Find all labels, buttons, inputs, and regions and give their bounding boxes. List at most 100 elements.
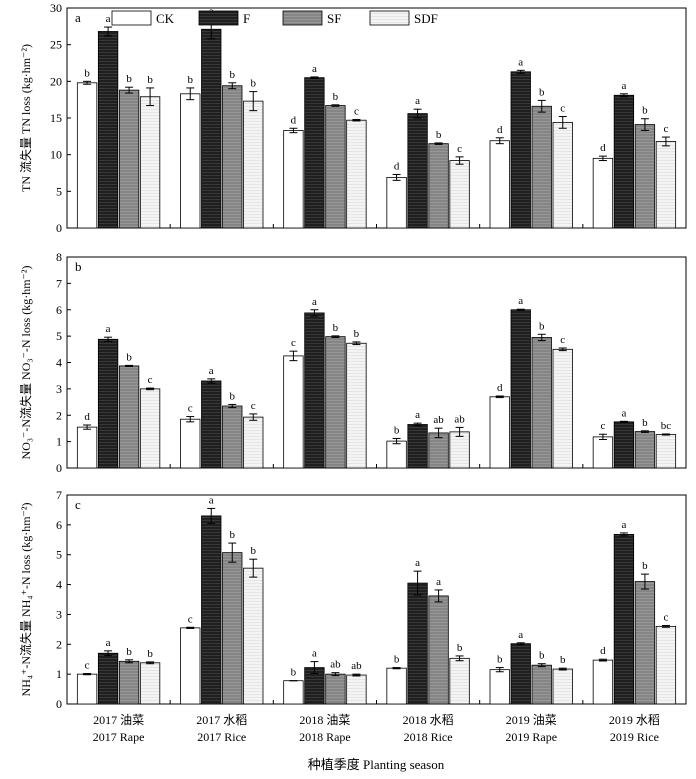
- y-tick-label: 7: [56, 276, 62, 290]
- bar-ck: [180, 627, 201, 705]
- y-tick-label: 30: [50, 1, 62, 15]
- bar-ck: [386, 667, 407, 705]
- bar-sf: [428, 432, 449, 469]
- bar-ck: [489, 140, 510, 229]
- significance-letter: b: [126, 73, 132, 85]
- legend-swatch-f: [198, 10, 239, 26]
- bar-sdf: [139, 96, 161, 229]
- significance-letter: b: [333, 322, 339, 334]
- bar-f: [510, 71, 531, 229]
- bar-f: [201, 380, 222, 469]
- y-axis-label: TN 流失量 TN loss (kg·hm⁻²): [18, 44, 33, 192]
- bar-sdf: [449, 657, 470, 705]
- y-tick-label: 4: [56, 578, 62, 592]
- significance-letter: a: [415, 95, 420, 107]
- y-tick-label: 15: [50, 111, 62, 125]
- significance-letter: b: [230, 529, 236, 541]
- significance-letter: a: [518, 56, 523, 68]
- bar-sdf: [655, 141, 677, 229]
- bar-ck: [283, 130, 304, 229]
- y-tick-label: 5: [56, 548, 62, 562]
- significance-letter: b: [539, 320, 545, 332]
- bar-sf: [531, 105, 552, 229]
- significance-letter: b: [394, 654, 400, 666]
- significance-letter: b: [642, 417, 648, 429]
- significance-letter: ab: [433, 414, 444, 426]
- significance-letter: a: [518, 629, 523, 641]
- bar-sdf: [139, 388, 161, 469]
- y-tick-label: 0: [56, 461, 62, 475]
- bar-sdf: [655, 625, 677, 705]
- bar-f: [97, 31, 119, 229]
- bar-f: [201, 515, 222, 705]
- significance-letter: c: [188, 403, 193, 415]
- bar-sf: [118, 365, 140, 469]
- bar-ck: [592, 157, 614, 229]
- significance-letter: c: [85, 660, 90, 672]
- significance-letter: b: [84, 67, 90, 79]
- legend-swatch-ck: [111, 10, 152, 26]
- y-axis-label: NH₄⁺-N流失量 NH₄⁺-N loss (kg·hm⁻²): [18, 503, 33, 697]
- significance-letter: b: [436, 129, 442, 141]
- bar-sf: [222, 85, 243, 229]
- y-tick-label: 5: [56, 329, 62, 343]
- significance-letter: d: [84, 411, 90, 423]
- significance-letter: c: [148, 374, 153, 386]
- significance-letter: d: [497, 382, 503, 394]
- significance-letter: d: [497, 124, 503, 136]
- significance-letter: ab: [330, 659, 341, 671]
- significance-letter: a: [312, 63, 317, 75]
- season-label-en: 2019 Rice: [610, 730, 659, 744]
- bar-f: [407, 424, 428, 469]
- significance-letter: c: [251, 400, 256, 412]
- significance-letter: b: [560, 654, 566, 666]
- bar-sdf: [139, 662, 161, 705]
- y-tick-label: 4: [56, 356, 62, 370]
- season-label-zh: 2018 水稻: [403, 713, 454, 727]
- bar-ck: [592, 659, 614, 705]
- legend-swatch-sf: [282, 10, 323, 26]
- x-axis-title: 种植季度 Planting season: [308, 757, 445, 772]
- bar-ck: [180, 93, 201, 229]
- significance-letter: a: [415, 557, 420, 569]
- season-label-en: 2017 Rape: [93, 730, 145, 744]
- significance-letter: a: [106, 323, 111, 335]
- season-label-zh: 2017 水稻: [196, 713, 247, 727]
- significance-letter: a: [621, 519, 626, 531]
- significance-letter: bc: [661, 420, 672, 432]
- season-label-en: 2018 Rape: [299, 730, 351, 744]
- y-tick-label: 10: [50, 148, 62, 162]
- bar-sf: [428, 143, 449, 229]
- season-label-zh: 2017 油菜: [93, 713, 144, 727]
- y-tick-label: 7: [56, 488, 62, 502]
- significance-letter: a: [415, 409, 420, 421]
- y-tick-label: 20: [50, 74, 62, 88]
- bar-ck: [180, 418, 201, 469]
- bar-f: [613, 421, 635, 469]
- y-tick-label: 5: [56, 184, 62, 198]
- y-tick-label: 0: [56, 697, 62, 711]
- y-tick-label: 1: [56, 435, 62, 449]
- significance-letter: b: [642, 105, 648, 117]
- bar-sdf: [346, 674, 367, 705]
- bar-ck: [76, 82, 98, 229]
- bar-sf: [222, 405, 243, 469]
- bar-sdf: [552, 668, 573, 705]
- bar-ck: [283, 680, 304, 705]
- chart-panel-a: 0 5 10 15 20 25 30 a TN 流失量 TN loss (kg·hm⁻²) b a b…: [18, 1, 687, 235]
- bar-sdf: [346, 119, 367, 229]
- bar-sf: [634, 581, 656, 705]
- significance-letter: b: [497, 654, 503, 666]
- legend-label: SF: [327, 11, 341, 26]
- significance-letter: a: [209, 365, 214, 377]
- significance-letter: c: [560, 103, 565, 115]
- significance-letter: d: [291, 114, 297, 126]
- bar-ck: [283, 355, 304, 469]
- legend-label: SDF: [414, 11, 438, 26]
- significance-letter: ab: [351, 660, 362, 672]
- bar-sf: [325, 336, 346, 469]
- significance-letter: a: [621, 407, 626, 419]
- significance-letter: b: [230, 69, 236, 81]
- significance-letter: c: [457, 143, 462, 155]
